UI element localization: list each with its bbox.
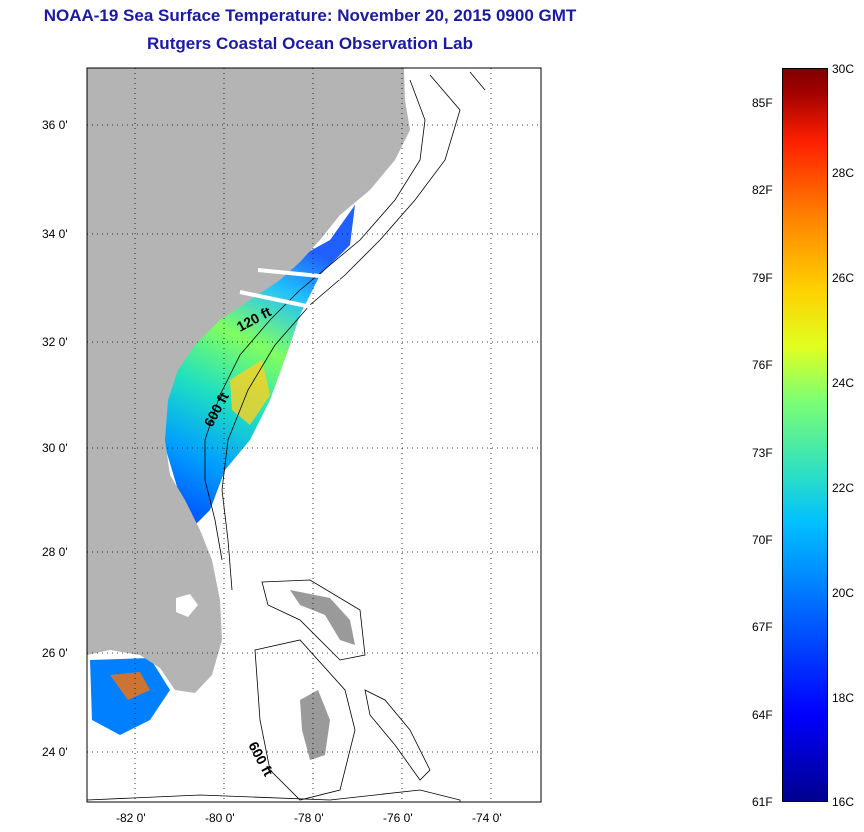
colorbar-c-label: 16C [832,795,855,809]
map-title: NOAA-19 Sea Surface Temperature: Novembe… [43,6,577,25]
colorbar-f-label: 82F [752,183,773,197]
colorbar-f-label: 76F [752,358,773,372]
bahamas-bank-outline-north [261,579,366,661]
colorbar-c-label: 18C [832,691,855,705]
colorbar-f-label: 73F [752,446,773,460]
lake-okeechobee [176,594,198,617]
lat-label: 26 0' [42,646,68,660]
sst-warm-patch [230,360,270,425]
lat-label: 32 0' [42,335,68,349]
contour-600ft-outer [469,71,486,91]
temperature-colorbar [782,68,828,802]
swath-gap-2 [239,290,336,314]
bahamas-abaco [290,590,355,645]
us-southeast-land [87,68,410,693]
lon-label: -74 0' [472,811,502,825]
lon-label: -82 0' [116,811,146,825]
lat-label: 36 0' [42,118,68,132]
map-frame [86,67,542,803]
graticule [87,68,541,802]
colorbar-f-label: 61F [752,795,773,809]
lat-label: 30 0' [42,441,68,455]
map-subtitle: Rutgers Coastal Ocean Observation Lab [147,34,473,53]
cuba-outline [87,789,461,802]
contour-label-600-south: 600 ft [245,739,276,779]
colorbar-c-label: 30C [832,62,855,76]
lat-label: 24 0' [42,745,68,759]
lat-label: 34 0' [42,227,68,241]
bahamas-andros [300,690,330,760]
lon-label: -80 0' [205,811,235,825]
colorbar-c-label: 26C [832,271,855,285]
bahamas-bank-outline [254,639,356,801]
colorbar-c-label: 24C [832,376,855,390]
bahamas-eleuthera [364,689,431,781]
colorbar-f-label: 67F [752,620,773,634]
colorbar-f-label: 79F [752,271,773,285]
colorbar-f-label: 70F [752,533,773,547]
contour-120ft [204,79,426,561]
colorbar-f-label: 64F [752,708,773,722]
lon-label: -76 0' [383,811,413,825]
sst-keys-warm [110,672,150,700]
colorbar-c-label: 20C [832,586,855,600]
lat-label: 28 0' [42,545,68,559]
lon-label: -78 0' [294,811,324,825]
colorbar-f-label: 85F [752,96,773,110]
swath-gap-1 [257,268,341,280]
colorbar-c-label: 28C [832,166,855,180]
colorbar-c-label: 22C [832,481,855,495]
